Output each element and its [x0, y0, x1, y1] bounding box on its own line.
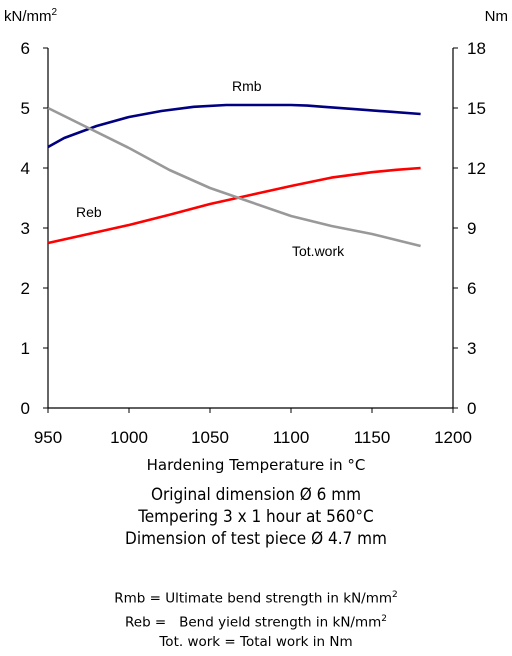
series-label-reb: Reb: [76, 204, 102, 220]
note-tempering: Tempering 3 x 1 hour at 560°C: [138, 507, 374, 527]
right-y-tick-label: 3: [467, 339, 476, 358]
right-y-tick-label: 9: [467, 219, 476, 238]
note-test-piece: Dimension of test piece Ø 4.7 mm: [125, 529, 387, 549]
right-y-tick-label: 18: [467, 39, 486, 58]
x-tick-label: 1150: [354, 428, 391, 447]
x-tick-label: 1050: [191, 428, 229, 447]
left-y-tick-label: 2: [21, 279, 30, 298]
left-y-tick-label: 6: [21, 39, 30, 58]
series-label-rmb: Rmb: [232, 78, 262, 94]
right-y-tick-label: 0: [467, 399, 476, 418]
left-y-tick-label: 3: [21, 219, 30, 238]
legend-totwork: Tot. work = Total work in Nm: [159, 634, 353, 650]
x-tick-label: 950: [34, 428, 62, 447]
left-y-tick-label: 5: [21, 99, 30, 118]
left-y-tick-label: 4: [21, 159, 30, 178]
left-y-tick-label: 1: [21, 339, 30, 358]
legend-rmb: Rmb = Ultimate bend strength in kN/mm2: [114, 590, 398, 607]
x-tick-label: 1000: [110, 428, 148, 447]
x-axis-label: Hardening Temperature in °C: [146, 456, 366, 474]
series-label-tot-work: Tot.work: [292, 243, 345, 259]
note-original-dimension: Original dimension Ø 6 mm: [150, 485, 362, 505]
left-axis-unit: kN/mm2: [4, 7, 58, 25]
x-tick-label: 1100: [273, 428, 310, 447]
left-y-tick-label: 0: [21, 399, 30, 418]
x-tick-label: 1200: [434, 428, 472, 447]
series-line-reb: [47, 166, 421, 245]
test-conditions: Original dimension Ø 6 mm Tempering 3 x …: [0, 484, 512, 550]
series-line-tot-work: [47, 106, 421, 248]
right-axis-unit: Nm: [485, 8, 508, 25]
right-y-tick-label: 12: [467, 159, 486, 178]
right-y-tick-label: 15: [467, 99, 486, 118]
legend-definitions: Rmb = Ultimate bend strength in kN/mm2 R…: [0, 585, 512, 652]
legend-reb: Reb = Bend yield strength in kN/mm2: [124, 613, 388, 631]
series-line-rmb: [47, 103, 421, 149]
right-y-tick-label: 6: [467, 279, 476, 298]
